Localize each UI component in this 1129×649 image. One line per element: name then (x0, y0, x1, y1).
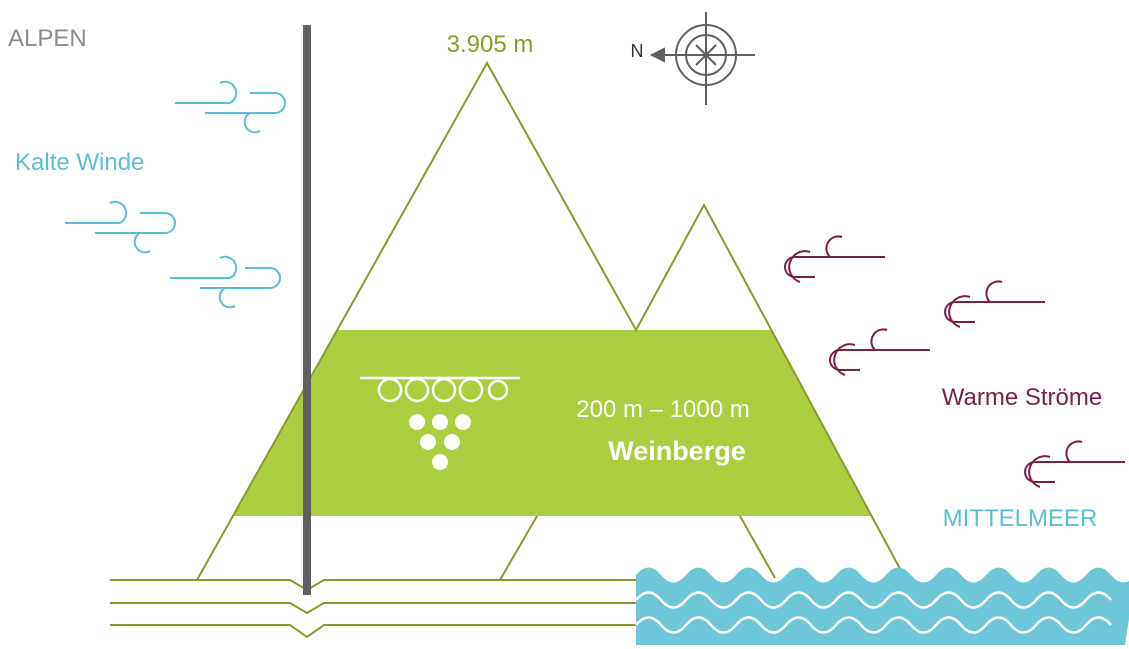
alps-label: ALPEN (8, 25, 87, 52)
vineyard-band (233, 330, 872, 516)
compass (649, 12, 755, 105)
cold-winds (65, 80, 286, 309)
warm-currents (784, 235, 1125, 488)
warm-label: Warme Ströme (942, 384, 1102, 411)
north-label: N (631, 41, 644, 61)
vineyards-label: Weinberge (608, 436, 746, 466)
altitude-label: 200 m – 1000 m (576, 396, 749, 423)
cold-label: Kalte Winde (15, 149, 144, 176)
peak-label: 3.905 m (447, 31, 534, 58)
grape-icon (360, 376, 520, 470)
waves (635, 591, 1112, 634)
sea-label: MITTELMEER (943, 505, 1098, 532)
mountains (196, 60, 906, 581)
sea (636, 567, 1129, 645)
ground (110, 579, 640, 639)
